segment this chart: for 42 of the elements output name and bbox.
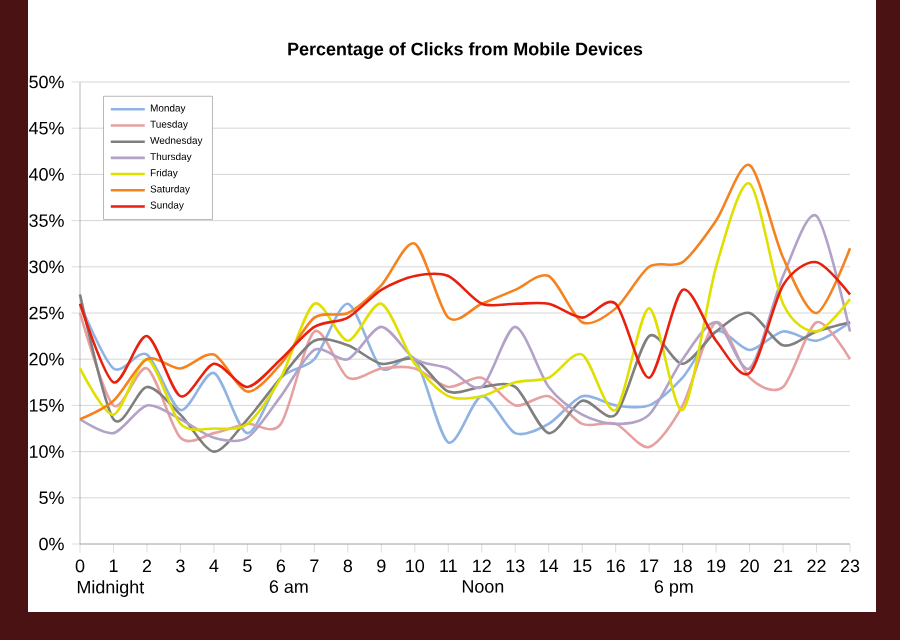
x-tick-label: 19 bbox=[707, 559, 726, 573]
y-tick-label: 30% bbox=[29, 260, 64, 274]
x-tick-label: 9 bbox=[377, 559, 386, 573]
text: 6 am bbox=[269, 580, 308, 593]
line-series bbox=[78, 260, 852, 398]
chart-title: Percentage of Clicks from Mobile Devices bbox=[288, 42, 643, 60]
x-tick-label: 15 bbox=[573, 559, 592, 573]
x-tick-label: 22 bbox=[807, 559, 826, 573]
y-tick-label: 35% bbox=[29, 214, 64, 227]
x-tick-label: 18 bbox=[674, 559, 692, 573]
x-tick-label: 5 bbox=[243, 559, 252, 573]
x-tick-label: 1 bbox=[109, 559, 118, 572]
y-tick-label: 45% bbox=[28, 121, 64, 135]
text: 6 pm bbox=[654, 580, 693, 597]
x-tick-label: 2 bbox=[142, 559, 152, 573]
x-tick-label: 10 bbox=[406, 559, 425, 573]
line-series bbox=[78, 214, 852, 442]
text: Midnight bbox=[77, 580, 145, 597]
x-tick-label: 0 bbox=[75, 559, 85, 573]
x-tick-label: 17 bbox=[640, 559, 659, 572]
x-tick-label: 20 bbox=[740, 559, 759, 573]
x-tick-label: 3 bbox=[176, 559, 185, 573]
y-tick-label: 20% bbox=[29, 352, 64, 366]
y-tick-label: 40% bbox=[28, 168, 64, 181]
y-tick-label: 10% bbox=[29, 445, 64, 458]
x-tick-label: 14 bbox=[540, 559, 559, 572]
text: Noon bbox=[462, 580, 504, 593]
y-tick-label: 0% bbox=[39, 537, 64, 551]
x-tick-label: 11 bbox=[440, 559, 457, 572]
x-tick-label: 21 bbox=[773, 559, 793, 573]
x-tick-label: 8 bbox=[343, 559, 353, 573]
x-tick-label: 4 bbox=[209, 559, 219, 572]
x-tick-label: 16 bbox=[607, 559, 625, 573]
x-tick-label: 12 bbox=[473, 559, 491, 573]
x-tick-label: 7 bbox=[310, 559, 319, 572]
y-tick-label: 15% bbox=[29, 399, 64, 412]
y-tick-label: 25% bbox=[29, 306, 64, 320]
x-tick-label: 13 bbox=[506, 559, 525, 573]
x-tick-label: 6 bbox=[276, 559, 286, 573]
y-tick-label: 50% bbox=[29, 75, 64, 89]
y-tick-label: 5% bbox=[39, 491, 64, 505]
x-tick-label: 23 bbox=[840, 559, 860, 573]
